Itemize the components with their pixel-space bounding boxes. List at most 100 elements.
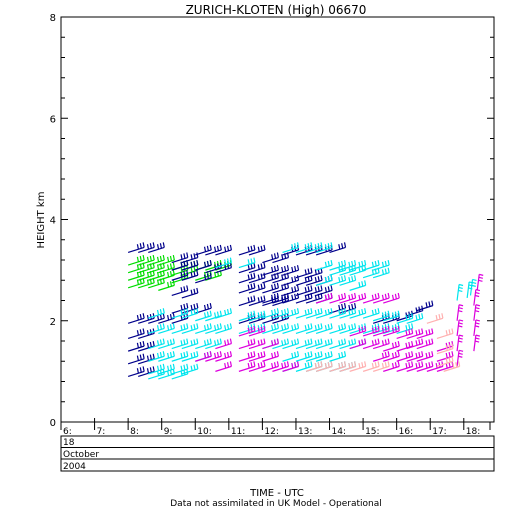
wind-barb [262,351,279,362]
wind-barb [295,275,313,286]
wind-barb [262,338,279,350]
wind-barb [238,351,256,362]
wind-barb [295,323,313,334]
wind-barb [372,310,390,322]
wind-barb [383,325,400,337]
wind-barb [158,363,175,375]
y-tick-label: 4 [50,216,56,227]
wind-barb [372,338,390,350]
wind-barb [171,368,189,380]
wind-barb [248,361,266,372]
wind-barb [138,277,155,289]
wind-barb [248,295,266,307]
wind-barb [349,280,367,291]
wind-barb [416,338,434,350]
wind-barb [406,361,424,372]
wind-barb [383,292,400,304]
wind-barb [349,265,367,276]
y-axis-ticks [61,16,494,423]
wind-barb [362,338,380,350]
wind-barb [238,282,256,294]
wind-barb [215,257,232,269]
wind-barb [372,267,390,279]
wind-barb [372,325,390,337]
wind-barb [456,334,464,352]
wind-barb [406,351,424,362]
wind-barb [282,338,300,350]
wind-barb [127,328,145,340]
wind-barb [315,361,333,372]
x-tick-label: 9: [164,427,173,437]
wind-barb [148,351,165,362]
wind-barb [238,361,256,372]
wind-barb [349,308,367,319]
wind-barb [272,272,290,284]
wind-barb [195,323,212,334]
wind-barb [362,308,380,319]
wind-barb [282,323,300,334]
wind-barb [349,361,367,372]
wind-barb [127,262,145,274]
wind-barb [158,368,175,380]
wind-barb [305,275,323,286]
wind-barb [272,292,290,304]
wind-barb [473,288,481,306]
wind-barb [148,313,165,324]
wind-barb [396,313,414,324]
wind-barb [272,282,290,294]
wind-barb [171,303,189,314]
wind-barb [127,366,145,378]
wind-barb [315,242,333,253]
wind-barb [383,361,400,372]
wind-barb [181,287,199,299]
wind-barb [456,319,464,337]
wind-barb [315,275,333,286]
wind-barb [305,351,323,362]
wind-barb [329,275,347,286]
wind-barb [138,313,155,324]
plot-frame [60,16,495,423]
y-tick-label: 2 [50,317,56,328]
wind-barb [315,292,333,304]
wind-barb [305,308,323,319]
wind-barb [339,275,357,286]
wind-barb [305,323,323,334]
x-tick-label: 12: [264,427,278,437]
wind-barb [272,361,290,372]
wind-barb [416,351,434,362]
wind-barb [305,338,323,350]
wind-barb [171,252,189,264]
x-axis-tick-labels: 6: 7: 8: 9: 10: 11: 12: 13: 14: 15: 16: 17: 18: [63,427,480,437]
footnote: Data not assimilated in UK Model - Opera… [170,499,381,509]
wind-barb [127,341,145,352]
wind-barb [416,361,434,372]
wind-barb [238,338,256,350]
x-axis-label: TIME - UTC [249,488,304,499]
wind-barb [262,313,279,324]
wind-barb [262,282,279,294]
wind-barb [138,254,155,266]
wind-barb [329,351,347,362]
wind-barb [329,292,347,304]
wind-barb [272,313,290,324]
wind-barb [315,308,333,319]
wind-barb [138,242,155,253]
wind-barb [248,262,266,274]
x-tick-label: 7: [97,427,106,437]
wind-barb [426,361,444,372]
wind-barb [295,242,313,253]
wind-barb [148,242,165,253]
y-tick-label: 0 [50,418,56,429]
wind-barb [181,308,199,319]
x-tick-label: 6: [63,427,72,437]
wind-barb [416,300,434,312]
wind-barb [127,270,145,281]
wind-barb [396,328,414,340]
wind-barb [238,310,256,322]
wind-barb [416,328,434,340]
wind-barb [372,292,390,304]
wind-barb [315,323,333,334]
wind-barb [383,310,400,322]
wind-barb [171,313,189,324]
y-axis-tick-labels: 0 2 4 6 8 [50,13,56,429]
